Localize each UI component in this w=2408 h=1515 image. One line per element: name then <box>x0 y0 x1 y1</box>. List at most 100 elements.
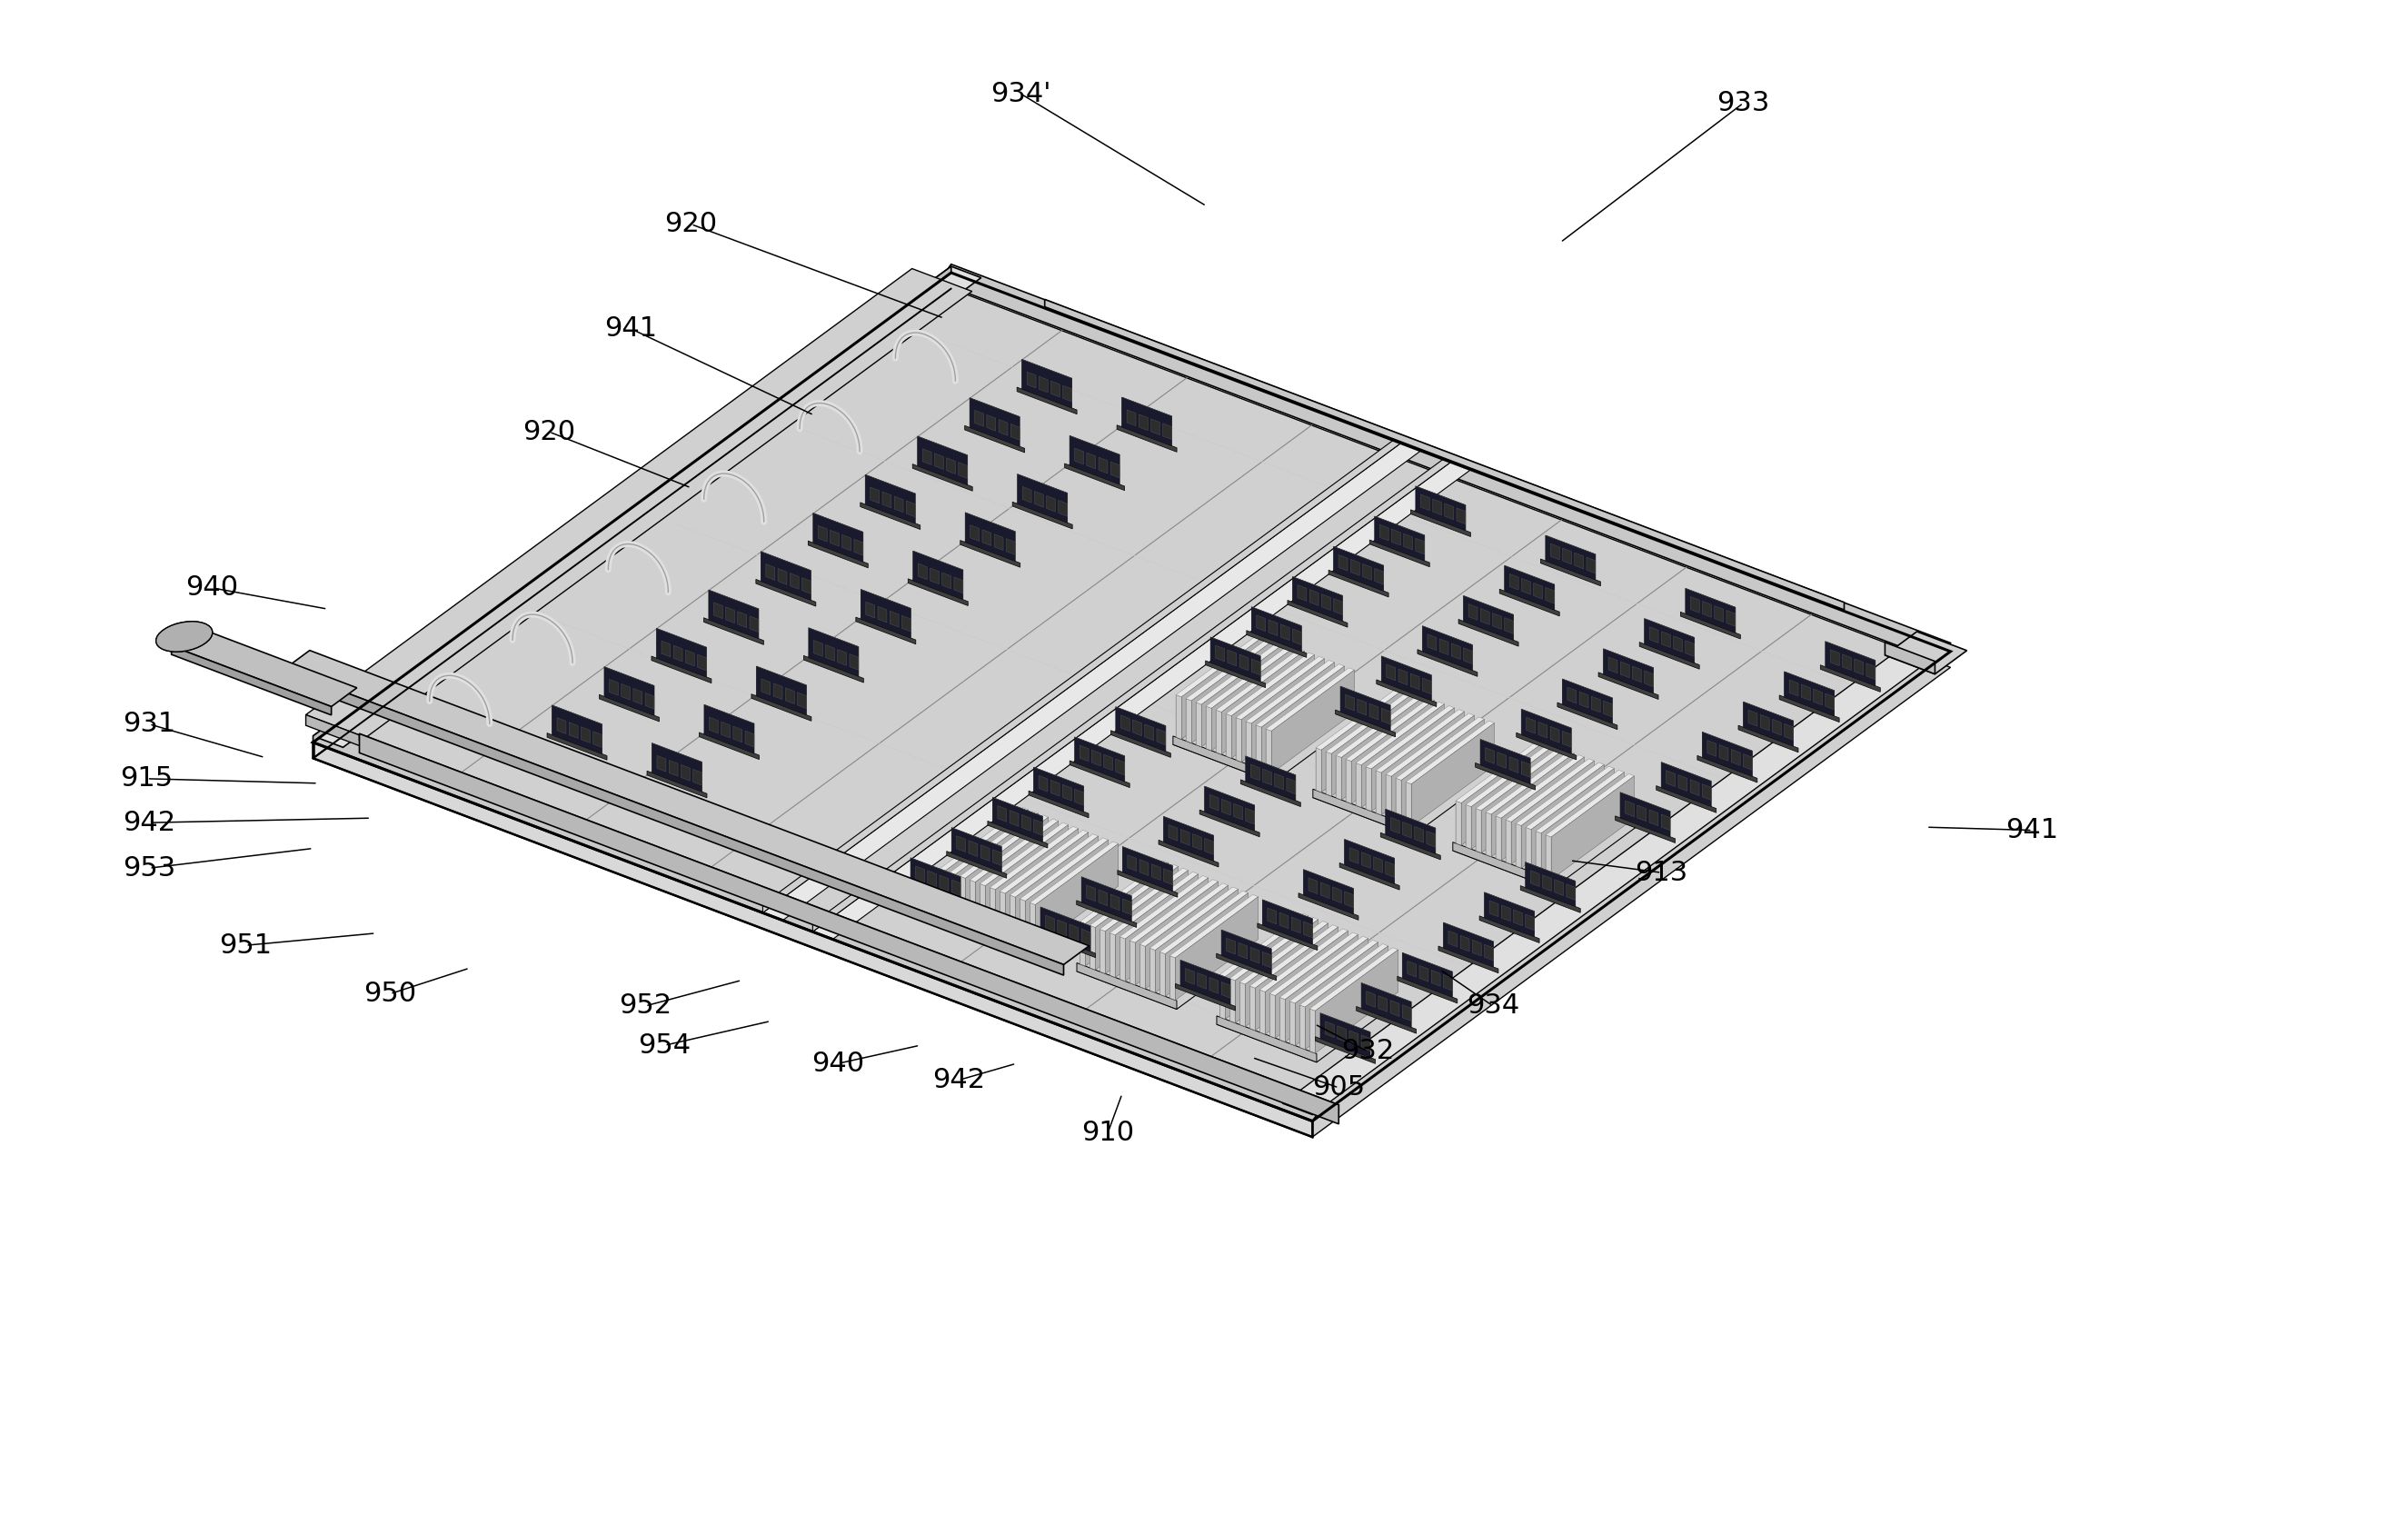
Polygon shape <box>1245 721 1252 765</box>
Polygon shape <box>997 806 1007 821</box>
Polygon shape <box>1122 847 1173 891</box>
Polygon shape <box>1743 754 1753 770</box>
Polygon shape <box>1336 711 1394 736</box>
Polygon shape <box>1238 942 1247 959</box>
Polygon shape <box>1235 920 1317 1023</box>
Polygon shape <box>961 876 966 921</box>
Polygon shape <box>1007 832 1088 936</box>
Polygon shape <box>1293 577 1344 621</box>
Polygon shape <box>1748 711 1758 726</box>
Polygon shape <box>1182 636 1264 739</box>
Polygon shape <box>1346 698 1435 761</box>
Polygon shape <box>1069 924 1079 941</box>
Polygon shape <box>1727 611 1736 626</box>
Polygon shape <box>1204 786 1255 830</box>
Polygon shape <box>867 601 874 618</box>
Polygon shape <box>1303 870 1353 914</box>
Polygon shape <box>819 526 826 542</box>
Polygon shape <box>1483 944 1493 961</box>
Polygon shape <box>990 827 1079 889</box>
Polygon shape <box>1645 671 1654 686</box>
Polygon shape <box>929 568 939 585</box>
Polygon shape <box>1649 809 1659 826</box>
Polygon shape <box>708 589 759 638</box>
Polygon shape <box>1690 597 1700 612</box>
Polygon shape <box>1127 409 1137 426</box>
Polygon shape <box>1401 1004 1411 1021</box>
Polygon shape <box>1885 642 1936 674</box>
Text: 954: 954 <box>638 1032 691 1059</box>
Polygon shape <box>703 704 754 753</box>
Polygon shape <box>1361 1035 1370 1051</box>
Polygon shape <box>1382 656 1430 700</box>
Polygon shape <box>1527 767 1613 829</box>
Polygon shape <box>1382 708 1389 724</box>
Polygon shape <box>1060 500 1067 517</box>
Polygon shape <box>995 829 1079 932</box>
Polygon shape <box>1348 847 1358 864</box>
Polygon shape <box>1096 867 1178 970</box>
Polygon shape <box>1156 889 1238 992</box>
Polygon shape <box>954 577 963 594</box>
Polygon shape <box>1216 648 1305 712</box>
Polygon shape <box>1399 670 1406 685</box>
Polygon shape <box>1604 648 1654 694</box>
Polygon shape <box>790 573 799 589</box>
Polygon shape <box>814 641 824 656</box>
Polygon shape <box>1387 714 1474 776</box>
Polygon shape <box>592 732 602 747</box>
Polygon shape <box>1257 923 1317 950</box>
Polygon shape <box>1300 1004 1305 1050</box>
Polygon shape <box>1206 645 1296 708</box>
Polygon shape <box>1192 833 1202 850</box>
Polygon shape <box>946 809 1028 914</box>
Polygon shape <box>915 867 925 882</box>
Polygon shape <box>1609 658 1618 673</box>
Polygon shape <box>1686 641 1695 656</box>
Polygon shape <box>1621 662 1630 677</box>
Polygon shape <box>284 670 1064 976</box>
Polygon shape <box>1662 814 1671 830</box>
Polygon shape <box>674 645 681 662</box>
Polygon shape <box>1161 951 1165 997</box>
Polygon shape <box>1105 870 1187 974</box>
Polygon shape <box>1310 589 1320 606</box>
Polygon shape <box>1180 829 1190 845</box>
Polygon shape <box>1563 679 1613 723</box>
Polygon shape <box>1252 608 1300 651</box>
Polygon shape <box>1098 889 1108 906</box>
Polygon shape <box>1021 815 1031 830</box>
Polygon shape <box>1120 715 1129 732</box>
Polygon shape <box>1361 983 1411 1027</box>
Polygon shape <box>1541 559 1601 586</box>
Polygon shape <box>975 821 1060 924</box>
Polygon shape <box>1772 720 1782 735</box>
Polygon shape <box>1515 824 1522 868</box>
Polygon shape <box>1500 589 1560 617</box>
Polygon shape <box>1120 876 1209 939</box>
Text: 933: 933 <box>1717 89 1770 117</box>
Polygon shape <box>956 836 966 851</box>
Polygon shape <box>1300 944 1387 1007</box>
Polygon shape <box>761 679 771 695</box>
Text: 932: 932 <box>1341 1038 1394 1065</box>
Polygon shape <box>1469 604 1479 620</box>
Polygon shape <box>1180 961 1230 1004</box>
Polygon shape <box>1512 761 1594 864</box>
Polygon shape <box>686 650 694 667</box>
Polygon shape <box>1719 745 1729 761</box>
Polygon shape <box>1541 773 1625 876</box>
Polygon shape <box>1686 588 1736 633</box>
Polygon shape <box>1098 458 1108 473</box>
Polygon shape <box>1303 921 1312 938</box>
Polygon shape <box>1640 642 1700 670</box>
Polygon shape <box>621 683 631 700</box>
Polygon shape <box>1291 939 1377 1003</box>
Polygon shape <box>1170 956 1175 1000</box>
Polygon shape <box>1158 839 1218 867</box>
Polygon shape <box>1416 538 1426 554</box>
Polygon shape <box>939 876 949 891</box>
Polygon shape <box>1495 817 1500 861</box>
Polygon shape <box>1279 912 1288 929</box>
Polygon shape <box>1377 995 1387 1012</box>
